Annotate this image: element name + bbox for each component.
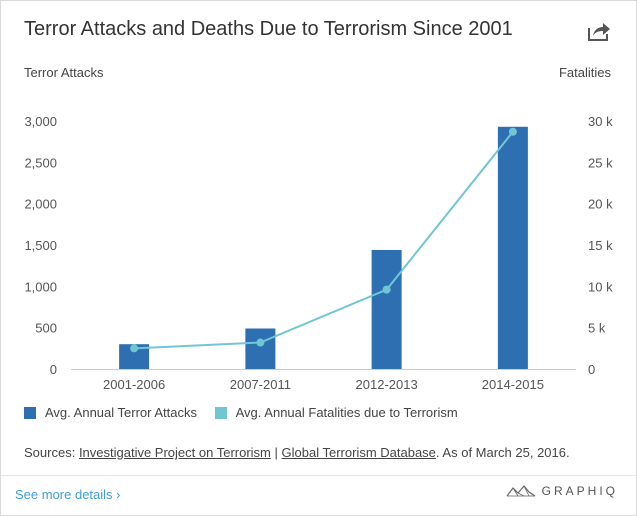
right-tick-label: 5 k (588, 321, 606, 336)
line-point (508, 127, 517, 136)
left-axis-title: Terror Attacks (24, 65, 104, 80)
left-tick-label: 1,500 (24, 238, 57, 253)
right-axis-title: Fatalities (558, 65, 611, 80)
line-point (382, 285, 391, 294)
x-tick-label: 2014-2015 (482, 377, 544, 392)
bar (497, 126, 528, 369)
brand-name: GRAPHIQ (541, 484, 618, 498)
footer-divider (1, 475, 636, 476)
sources-prefix: Sources: (24, 445, 76, 460)
fatalities-line (134, 131, 514, 350)
legend-item-fatalities[interactable]: Avg. Annual Fatalities due to Terrorism (214, 405, 458, 420)
right-tick-label: 0 (588, 362, 595, 377)
right-tick-label: 30 k (588, 114, 613, 129)
bar (245, 328, 276, 369)
right-tick-label: 10 k (588, 279, 613, 294)
left-tick-label: 1,000 (24, 279, 57, 294)
left-tick-label: 2,500 (24, 155, 57, 170)
legend-label-attacks: Avg. Annual Terror Attacks (45, 405, 197, 420)
graphiq-logo-icon (506, 485, 535, 497)
right-tick-label: 20 k (588, 197, 613, 212)
left-tick-label: 3,000 (24, 114, 57, 129)
right-tick-label: 25 k (588, 155, 613, 170)
bar (371, 249, 402, 369)
legend: Avg. Annual Terror Attacks Avg. Annual F… (24, 405, 472, 422)
share-icon[interactable] (587, 20, 611, 42)
brand-logo[interactable]: GRAPHIQ (506, 484, 618, 498)
legend-item-attacks[interactable]: Avg. Annual Terror Attacks (24, 405, 197, 420)
left-tick-label: 2,000 (24, 197, 57, 212)
legend-swatch-attacks (24, 406, 36, 419)
x-tick-label: 2012-2013 (356, 377, 418, 392)
source-link-gtd[interactable]: Global Terrorism Database (281, 445, 436, 460)
x-tick-label: 2001-2006 (103, 377, 165, 392)
combo-chart: 0 500 1,000 1,500 2,000 2,500 3,000 0 5 k 10 k 15 … (24, 114, 613, 392)
chart-title: Terror Attacks and Deaths Due to Terrori… (24, 18, 513, 40)
sources-suffix: . As of March 25, 2016. (435, 445, 570, 460)
left-tick-label: 500 (35, 321, 57, 336)
right-tick-label: 15 k (588, 238, 613, 253)
legend-label-fatalities: Avg. Annual Fatalities due to Terrorism (235, 405, 458, 420)
sources-separator: | (274, 445, 278, 460)
left-tick-label: 0 (50, 362, 57, 377)
line-point (256, 338, 265, 347)
source-link-ipt[interactable]: Investigative Project on Terrorism (78, 445, 271, 460)
sources-note: Sources: Investigative Project on Terror… (24, 445, 570, 460)
x-tick-label: 2007-2011 (230, 377, 291, 392)
see-more-details-link[interactable]: See more details › (15, 487, 121, 502)
legend-swatch-fatalities (214, 406, 227, 419)
line-point (130, 344, 139, 353)
